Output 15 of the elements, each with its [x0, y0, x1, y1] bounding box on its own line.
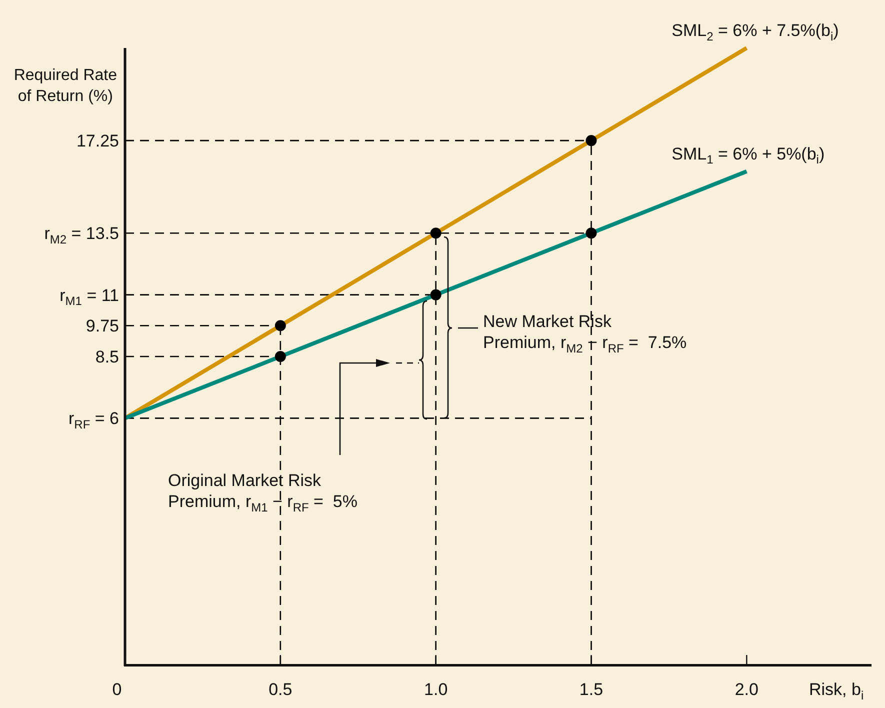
y-tick-label: 8.5 — [95, 348, 120, 366]
y-axis-title: Required Rate of Return (%) — [14, 67, 118, 105]
point — [274, 320, 286, 332]
point — [430, 289, 442, 300]
x-tick-label: 1.0 — [424, 680, 448, 699]
y-tick-label: 9.75 — [86, 316, 120, 336]
point — [274, 351, 286, 362]
point — [586, 228, 597, 239]
x-tick-label: 0.5 — [268, 680, 292, 699]
x-tick-label: 2.0 — [734, 680, 758, 699]
x-tick-label: 1.5 — [579, 680, 604, 699]
point — [430, 228, 442, 239]
point — [586, 135, 597, 146]
y-tick-label: 17.25 — [76, 132, 120, 151]
x-tick-label: 0 — [112, 680, 122, 699]
